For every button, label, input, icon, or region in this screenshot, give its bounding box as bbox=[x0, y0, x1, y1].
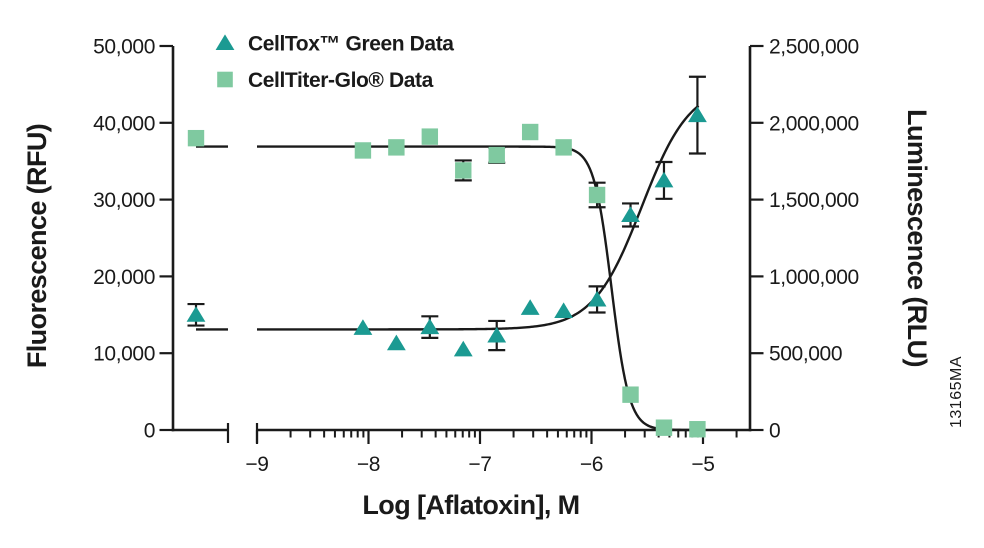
data-point-celltox-triangle bbox=[453, 340, 473, 357]
fit-curve-celltox bbox=[257, 104, 700, 331]
axes bbox=[171, 46, 752, 432]
data-point-celltiterglo-square bbox=[421, 128, 439, 145]
x-tick-label: −7 bbox=[468, 453, 491, 476]
y-left-tick-label: 40,000 bbox=[93, 112, 155, 135]
y-left-tick-label: 10,000 bbox=[93, 343, 155, 366]
axis-ticks bbox=[159, 44, 764, 444]
data-points bbox=[186, 106, 707, 438]
data-point-celltiterglo-square bbox=[622, 386, 639, 403]
data-point-celltox-triangle bbox=[688, 106, 707, 123]
x-tick-label: −6 bbox=[580, 453, 603, 476]
data-point-celltox-triangle bbox=[554, 302, 574, 318]
data-point-celltox-triangle bbox=[587, 290, 607, 307]
x-tick-label: −5 bbox=[691, 453, 714, 476]
data-point-celltox-triangle bbox=[386, 334, 406, 351]
fit-curves bbox=[196, 104, 700, 432]
y-right-tick-label: 1,500,000 bbox=[769, 189, 859, 212]
y-right-tick-label: 500,000 bbox=[769, 343, 842, 366]
x-tick-label: −9 bbox=[245, 453, 268, 476]
data-point-celltox-triangle bbox=[186, 306, 206, 322]
y-right-tick-label: 0 bbox=[769, 420, 780, 443]
data-point-celltiterglo-square bbox=[488, 146, 505, 164]
data-point-celltiterglo-square bbox=[521, 123, 539, 141]
data-point-celltiterglo-square bbox=[354, 142, 372, 159]
y-left-axis-title: Fluorescence (RFU) bbox=[22, 124, 52, 368]
data-point-celltiterglo-square bbox=[187, 129, 205, 147]
data-point-celltox-triangle bbox=[520, 299, 540, 315]
data-point-celltiterglo-square bbox=[689, 421, 706, 438]
legend-item-label: CellTiter-Glo® Data bbox=[248, 69, 434, 92]
data-point-celltiterglo-square bbox=[455, 162, 472, 179]
data-point-celltiterglo-square bbox=[655, 419, 673, 436]
fit-curve-celltiterglo bbox=[257, 145, 699, 432]
legend-item-celltox: CellTox™ Green Data bbox=[215, 33, 455, 56]
legend-marker-triangle-icon bbox=[215, 34, 235, 50]
data-point-celltox-triangle bbox=[654, 171, 674, 188]
data-point-celltiterglo-square bbox=[588, 186, 606, 204]
y-right-tick-label: 1,000,000 bbox=[769, 266, 859, 289]
y-right-axis-title: Luminescence (RLU) bbox=[902, 109, 932, 367]
data-point-celltox-triangle bbox=[487, 326, 507, 343]
y-left-tick-label: 50,000 bbox=[93, 36, 155, 59]
legend: CellTox™ Green Data CellTiter-Glo® Data bbox=[215, 33, 455, 92]
x-axis-title: Log [Aflatoxin], M bbox=[362, 490, 579, 520]
axis-tick-labels: 0 10,000 20,000 30,000 40,000 50,000 0 500,000 1… bbox=[93, 36, 859, 477]
y-left-tick-label: 0 bbox=[144, 420, 155, 443]
legend-item-label: CellTox™ Green Data bbox=[248, 33, 454, 56]
y-right-tick-label: 2,500,000 bbox=[769, 36, 859, 59]
data-point-celltiterglo-square bbox=[388, 139, 405, 156]
data-point-celltox-triangle bbox=[353, 319, 373, 335]
x-tick-label: −8 bbox=[357, 453, 380, 476]
y-left-tick-label: 30,000 bbox=[93, 189, 155, 212]
data-point-celltox-triangle bbox=[621, 206, 640, 222]
y-left-tick-label: 20,000 bbox=[93, 266, 155, 289]
legend-marker-square-icon bbox=[217, 71, 233, 88]
data-point-celltiterglo-square bbox=[555, 139, 572, 156]
data-point-celltox-triangle bbox=[420, 318, 440, 335]
y-right-tick-label: 2,000,000 bbox=[769, 112, 859, 135]
legend-item-celltiterglo: CellTiter-Glo® Data bbox=[217, 69, 434, 92]
watermark-text: 13165MA bbox=[948, 356, 965, 428]
